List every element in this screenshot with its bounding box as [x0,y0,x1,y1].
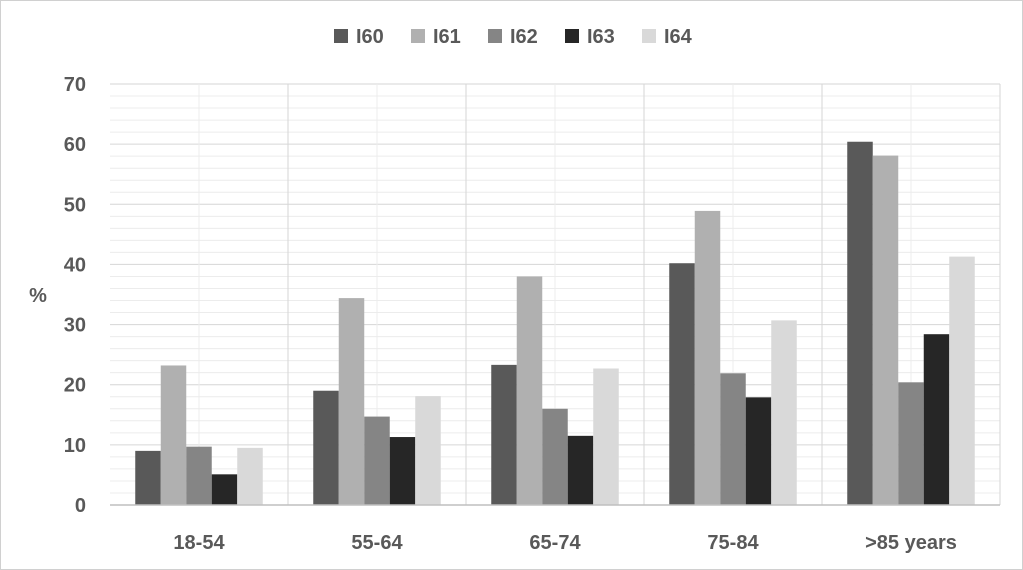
y-axis-label: % [29,285,47,307]
y-tick-label: 20 [64,375,86,397]
legend-swatch-i64 [642,29,656,43]
bar-i63-4 [923,334,950,505]
y-tick-label: 60 [64,134,86,156]
y-tick-label: 10 [64,435,86,457]
legend-label-i61: I61 [433,26,461,48]
bar-i63-1 [389,437,416,505]
legend-label-i64: I64 [664,26,693,48]
legend-label-i63: I63 [587,26,615,48]
bar-i64-3 [771,320,797,505]
bar-i62-3 [720,373,746,505]
bar-i60-3 [669,263,695,505]
legend-swatch-i63 [565,29,579,43]
bar-i62-0 [186,446,212,505]
y-tick-label: 0 [75,495,86,517]
bar-i61-3 [694,210,721,505]
bar-i63-0 [211,474,238,505]
x-axis: 18-54 55-64 65-74 75-84 >85 years [110,504,1000,554]
y-tick-label: 70 [64,74,86,96]
legend-swatch-i60 [334,29,348,43]
bar-i60-1 [313,390,339,505]
bar-i61-0 [160,365,187,505]
y-tick-label: 50 [64,194,86,216]
bar-i64-2 [593,368,619,505]
bar-i62-4 [898,382,924,505]
legend-label-i60: I60 [356,26,384,48]
y-axis: 0 10 20 30 40 50 60 70 [64,74,86,517]
bar-i62-1 [364,416,390,505]
x-category-label: 18-54 [173,532,225,554]
bar-i60-4 [847,141,873,506]
bar-i64-4 [949,256,975,505]
x-category-label: 65-74 [529,532,581,554]
legend-swatch-i61 [411,29,425,43]
bar-i63-3 [745,397,772,505]
x-category-label: 75-84 [707,532,759,554]
bar-i61-1 [338,298,365,505]
legend-swatch-i62 [488,29,502,43]
bar-i62-2 [542,408,568,505]
legend: I60 I61 I62 I63 I64 [334,26,693,48]
bar-i63-2 [567,435,594,505]
y-tick-label: 30 [64,315,86,337]
bar-i61-4 [872,155,899,505]
bar-i60-0 [135,450,161,505]
y-tick-label: 40 [64,254,86,276]
x-category-label: >85 years [865,532,957,554]
legend-label-i62: I62 [510,26,538,48]
bar-i64-1 [415,396,441,505]
bar-i60-2 [491,364,517,505]
bars [135,141,975,506]
bar-i61-2 [516,276,543,505]
x-category-label: 55-64 [351,532,403,554]
bar-i64-0 [237,447,263,505]
